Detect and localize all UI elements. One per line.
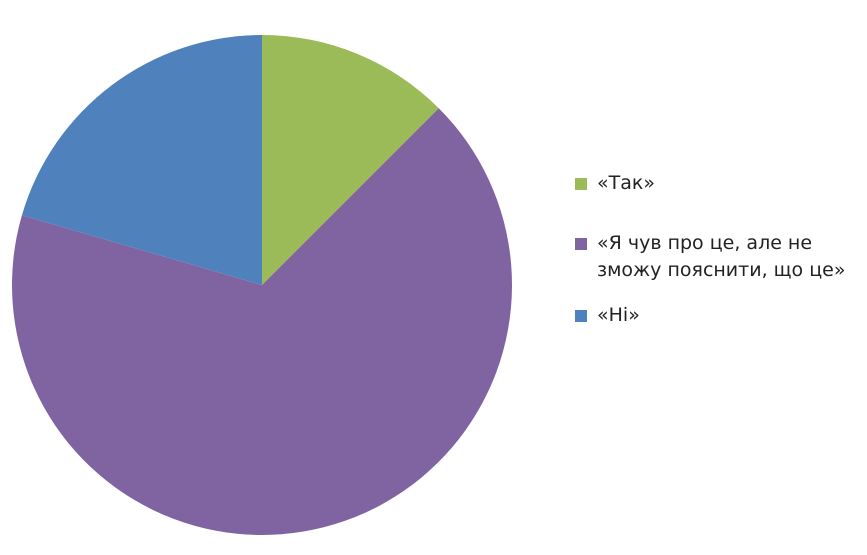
legend-swatch-tak <box>575 178 587 190</box>
legend-label-heard: «Я чув про це, але не зможу пояснити, що… <box>597 232 846 281</box>
legend-label-ni: «Ні» <box>597 304 640 326</box>
legend-item-ni: «Ні» <box>575 302 865 329</box>
legend-label-tak: «Так» <box>597 172 655 194</box>
pie-chart <box>12 35 513 535</box>
legend-item-heard: «Я чув про це, але не зможу пояснити, що… <box>575 230 865 284</box>
legend: «Так» «Я чув про це, але не зможу поясни… <box>575 170 865 329</box>
legend-item-tak: «Так» <box>575 170 865 197</box>
legend-swatch-heard <box>575 238 587 250</box>
legend-swatch-ni <box>575 310 587 322</box>
pie-slice-heard <box>12 108 513 535</box>
pie-slice-tak <box>262 35 439 285</box>
pie-slice-ni <box>21 35 263 285</box>
